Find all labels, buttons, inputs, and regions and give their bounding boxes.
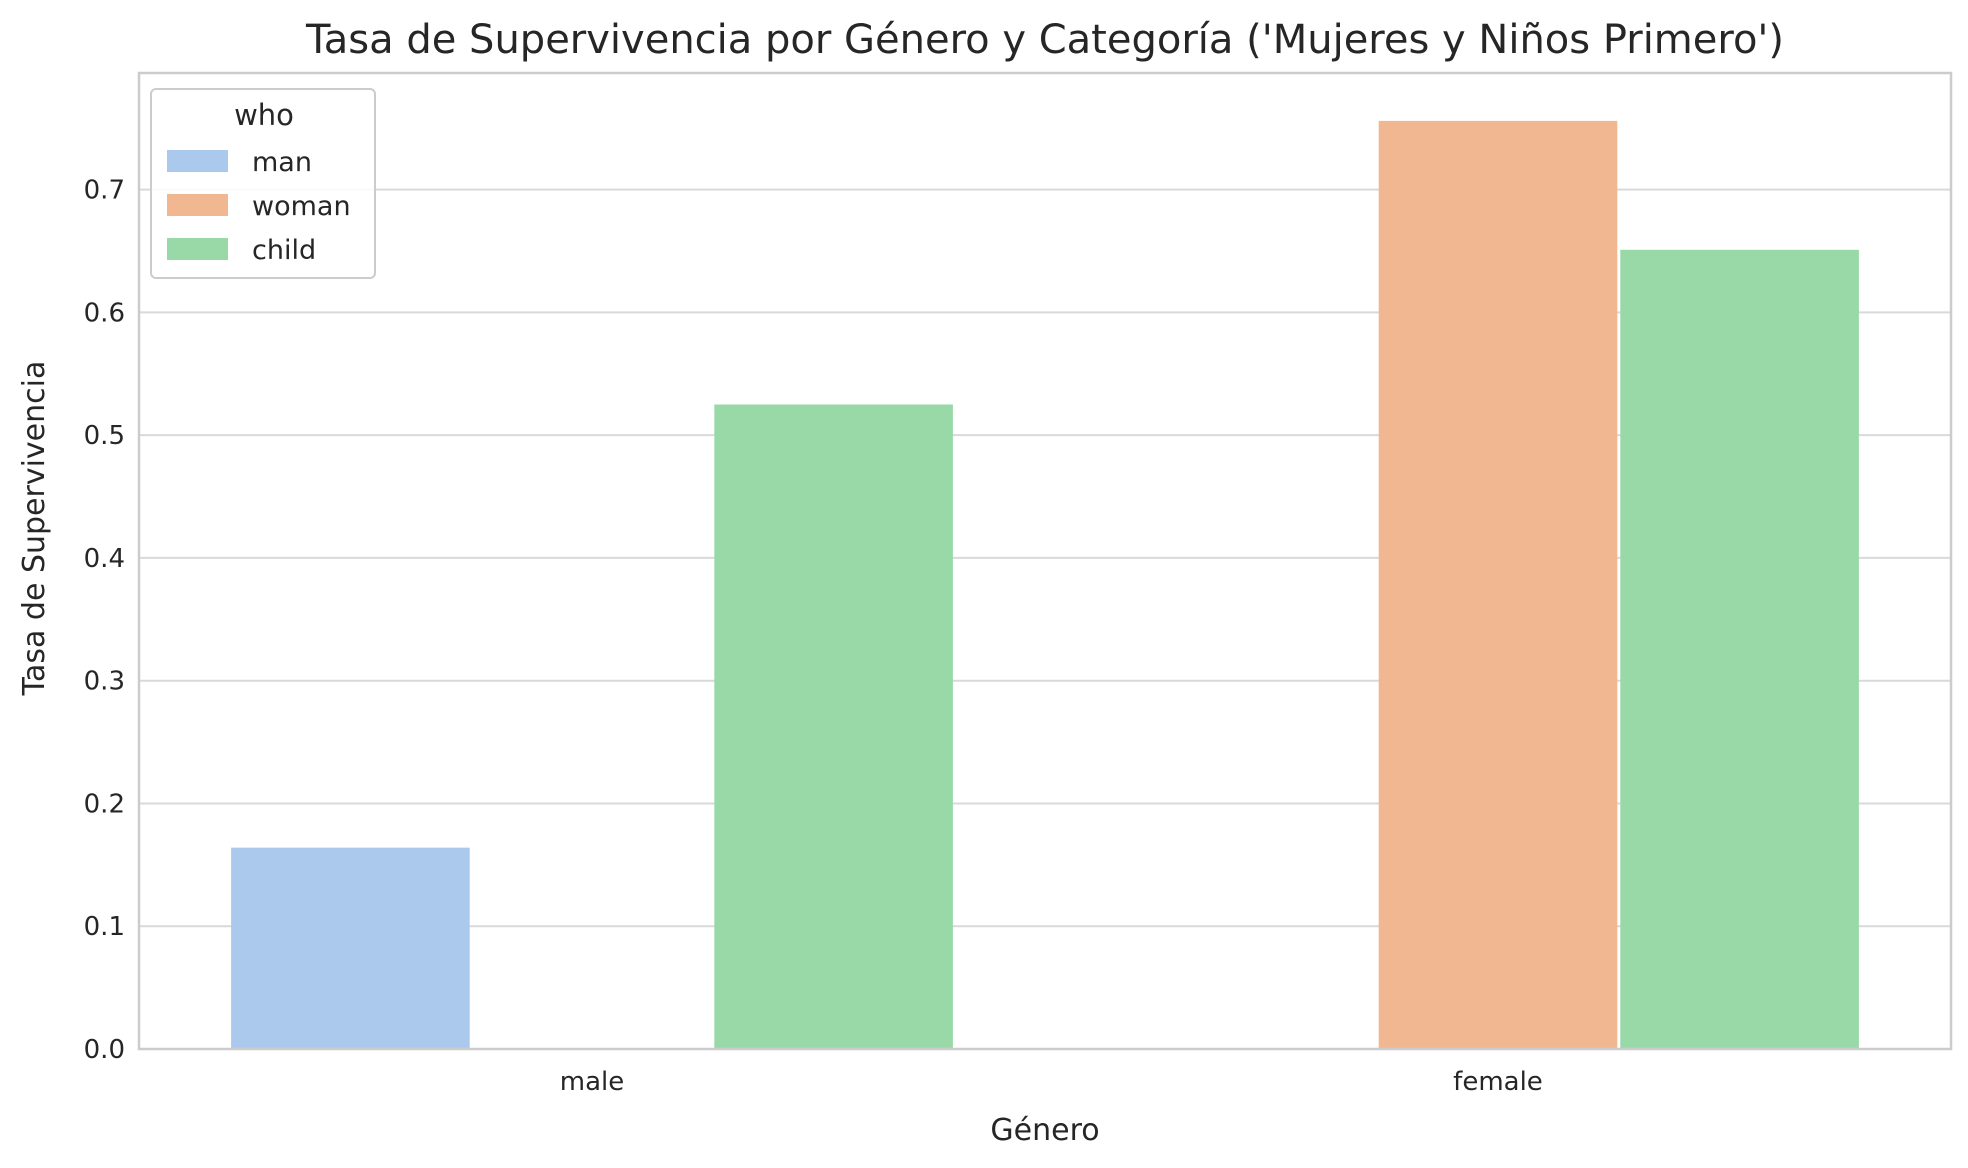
bars xyxy=(231,120,1859,1050)
bar-woman-female xyxy=(1378,120,1618,1049)
legend-label-man: man xyxy=(252,147,312,178)
legend-entries: man woman child xyxy=(167,147,351,266)
legend-swatch-woman xyxy=(167,194,228,216)
legend-swatch-man xyxy=(167,150,228,172)
legend-swatch-child xyxy=(167,238,228,260)
x-axis-label: Género xyxy=(990,1113,1099,1148)
y-tick-label: 0.0 xyxy=(84,1035,125,1065)
legend-title: who xyxy=(234,98,294,132)
y-axis-label: Tasa de Supervivencia xyxy=(17,361,52,697)
y-tick-label: 0.4 xyxy=(84,544,125,574)
x-tick-label: male xyxy=(560,1067,624,1097)
bar-child-male xyxy=(714,404,953,1050)
legend: who man woman child xyxy=(150,88,376,279)
y-tick-label: 0.3 xyxy=(84,667,125,697)
bar-child-female xyxy=(1620,249,1859,1049)
legend-box xyxy=(150,88,376,279)
y-tick-label: 0.6 xyxy=(84,298,125,328)
bar-man-male xyxy=(231,847,470,1049)
y-tick-label: 0.5 xyxy=(84,421,125,451)
tick-labels: 0.0 0.1 0.2 0.3 0.4 0.5 0.6 0.7 male female xyxy=(84,176,1543,1097)
y-tick-label: 0.7 xyxy=(84,176,125,206)
y-tick-label: 0.1 xyxy=(84,912,125,942)
chart-title: Tasa de Supervivencia por Género y Categ… xyxy=(305,17,1784,63)
legend-label-child: child xyxy=(252,235,316,266)
plot-frame xyxy=(137,71,1953,1051)
x-tick-label: female xyxy=(1453,1067,1543,1097)
legend-label-woman: woman xyxy=(252,191,351,222)
y-tick-label: 0.2 xyxy=(84,789,125,819)
